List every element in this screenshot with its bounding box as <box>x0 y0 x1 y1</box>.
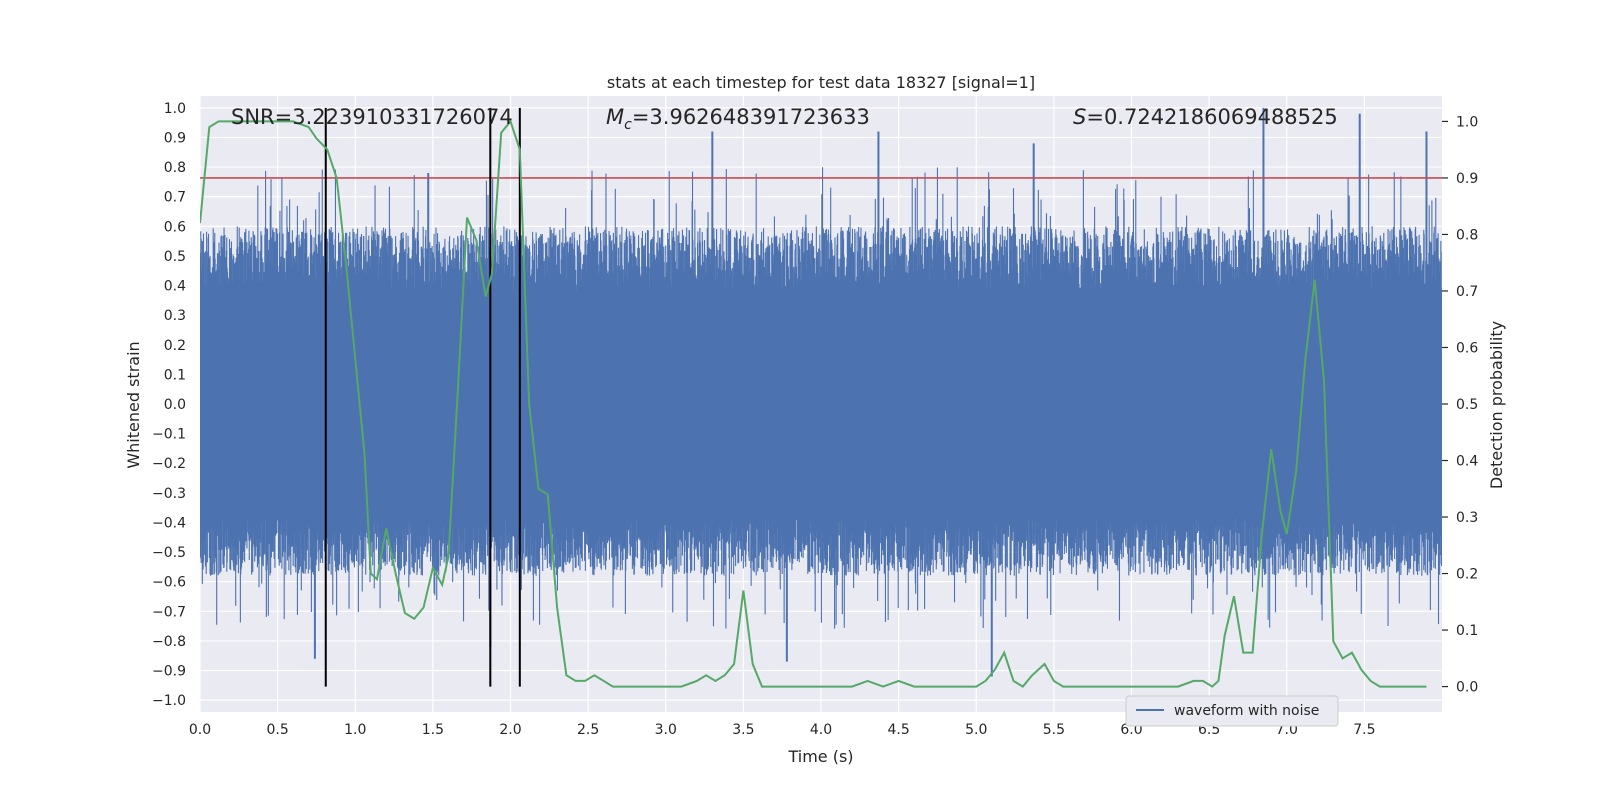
left-y-tick-label: 0.4 <box>164 279 186 295</box>
x-tick-label: 5.5 <box>1043 722 1065 738</box>
x-tick-label: 7.5 <box>1353 722 1375 738</box>
right-y-tick-label: 0.6 <box>1456 340 1478 356</box>
right-y-tick-label: 0.4 <box>1456 454 1478 470</box>
left-y-tick-label: −0.3 <box>152 486 186 502</box>
left-y-tick-label: −0.7 <box>152 604 186 620</box>
right-y-tick-label: 0.2 <box>1456 567 1478 583</box>
left-y-tick-label: 1.0 <box>164 101 186 117</box>
right-y-tick-label: 0.8 <box>1456 227 1478 243</box>
x-tick-label: 5.0 <box>965 722 987 738</box>
vertical-markers <box>324 107 521 687</box>
x-tick-label: 4.0 <box>810 722 832 738</box>
left-y-tick-label: 0.1 <box>164 367 186 383</box>
right-y-tick-label: 0.7 <box>1456 284 1478 300</box>
x-tick-label: 2.0 <box>499 722 521 738</box>
probability-series <box>200 119 1427 688</box>
x-axis-ticks: 0.0 0.5 1.0 1.5 2.0 2.5 3.0 3.5 4.0 4.5 5.0 5.5 6.0 6… <box>189 722 1376 738</box>
legend-box <box>1125 695 1339 727</box>
right-y-tick-label: 0.9 <box>1456 171 1478 187</box>
left-y-tick-label: −0.9 <box>152 664 186 680</box>
right-y-axis-label: Detection probability <box>1487 321 1506 489</box>
probability-line <box>200 119 1427 688</box>
right-y-tick-label: 0.1 <box>1456 623 1478 639</box>
right-y-axis-ticks: 1.0 0.9 0.8 0.7 0.6 0.5 0.4 0.3 0.2 0.1 0.0 <box>1442 114 1478 696</box>
x-tick-label: 3.0 <box>655 722 677 738</box>
left-y-tick-label: 0.3 <box>164 308 186 324</box>
left-y-tick-label: 0.6 <box>164 219 186 235</box>
strain-noise <box>200 167 1442 629</box>
left-y-tick-label: −0.6 <box>152 575 186 591</box>
chirp-mass-annotation: Mc=3.962648391723633 <box>606 105 870 133</box>
left-y-tick-label: 0.2 <box>164 338 186 354</box>
left-y-tick-label: −0.8 <box>152 634 186 650</box>
legend: waveform with noise <box>1125 695 1339 727</box>
x-tick-label: 3.5 <box>732 722 754 738</box>
left-y-axis-ticks: 1.0 0.9 0.8 0.7 0.6 0.5 0.4 0.3 0.2 0.1 0.0 −0.1 −0.… <box>152 101 186 709</box>
left-y-tick-label: 0.7 <box>164 190 186 206</box>
right-y-tick-label: 0.0 <box>1456 680 1478 696</box>
legend-label: waveform with noise <box>1174 703 1319 719</box>
x-tick-label: 1.0 <box>344 722 366 738</box>
left-y-tick-label: −0.2 <box>152 456 186 472</box>
x-axis-label: Time (s) <box>787 747 853 766</box>
x-tick-label: 4.5 <box>887 722 909 738</box>
x-tick-label: 2.5 <box>577 722 599 738</box>
x-tick-label: 0.0 <box>189 722 211 738</box>
left-y-axis-label: Whitened strain <box>124 341 143 468</box>
x-tick-label: 1.5 <box>422 722 444 738</box>
snr-annotation: SNR=3.223910331726074 <box>231 105 513 129</box>
right-y-tick-label: 1.0 <box>1456 114 1478 130</box>
left-y-tick-label: −0.5 <box>152 545 186 561</box>
right-y-tick-label: 0.5 <box>1456 397 1478 413</box>
left-y-tick-label: 0.5 <box>164 249 186 265</box>
left-y-tick-label: −0.1 <box>152 427 186 443</box>
left-y-tick-label: −1.0 <box>152 693 186 709</box>
right-y-tick-label: 0.3 <box>1456 510 1478 526</box>
x-tick-label: 0.5 <box>266 722 288 738</box>
left-y-tick-label: −0.4 <box>152 515 186 531</box>
left-y-tick-label: 0.9 <box>164 130 186 146</box>
left-y-tick-label: 0.0 <box>164 397 186 413</box>
s-annotation: S=0.7242186069488525 <box>1073 105 1338 129</box>
chart-title: stats at each timestep for test data 183… <box>607 73 1035 92</box>
left-y-tick-label: 0.8 <box>164 160 186 176</box>
